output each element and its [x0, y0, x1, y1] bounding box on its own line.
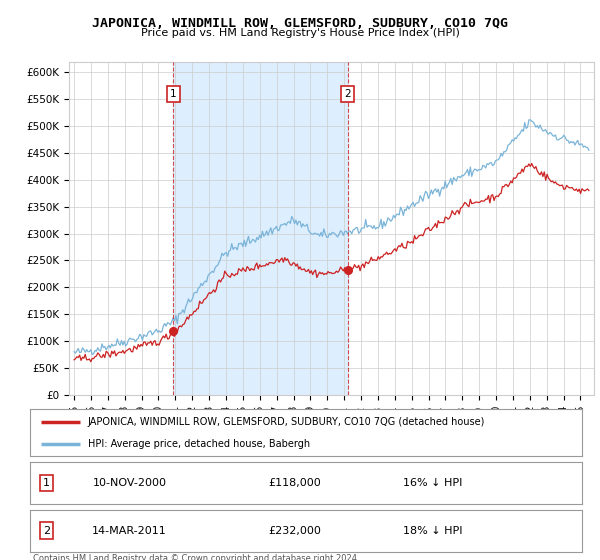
Text: JAPONICA, WINDMILL ROW, GLEMSFORD, SUDBURY, CO10 7QG (detached house): JAPONICA, WINDMILL ROW, GLEMSFORD, SUDBU… — [88, 417, 485, 427]
Text: Contains HM Land Registry data © Crown copyright and database right 2024.
This d: Contains HM Land Registry data © Crown c… — [33, 554, 359, 560]
Text: Price paid vs. HM Land Registry's House Price Index (HPI): Price paid vs. HM Land Registry's House … — [140, 28, 460, 38]
Text: HPI: Average price, detached house, Babergh: HPI: Average price, detached house, Babe… — [88, 439, 310, 449]
Text: 10-NOV-2000: 10-NOV-2000 — [92, 478, 166, 488]
Text: 14-MAR-2011: 14-MAR-2011 — [92, 526, 167, 535]
Text: 2: 2 — [344, 89, 351, 99]
Text: 16% ↓ HPI: 16% ↓ HPI — [403, 478, 463, 488]
Bar — [173, 62, 348, 395]
Text: 18% ↓ HPI: 18% ↓ HPI — [403, 526, 463, 535]
Text: 1: 1 — [170, 89, 176, 99]
Text: £118,000: £118,000 — [269, 478, 322, 488]
Text: 2: 2 — [43, 526, 50, 535]
Text: JAPONICA, WINDMILL ROW, GLEMSFORD, SUDBURY, CO10 7QG: JAPONICA, WINDMILL ROW, GLEMSFORD, SUDBU… — [92, 17, 508, 30]
Text: £232,000: £232,000 — [269, 526, 322, 535]
Text: 1: 1 — [43, 478, 50, 488]
